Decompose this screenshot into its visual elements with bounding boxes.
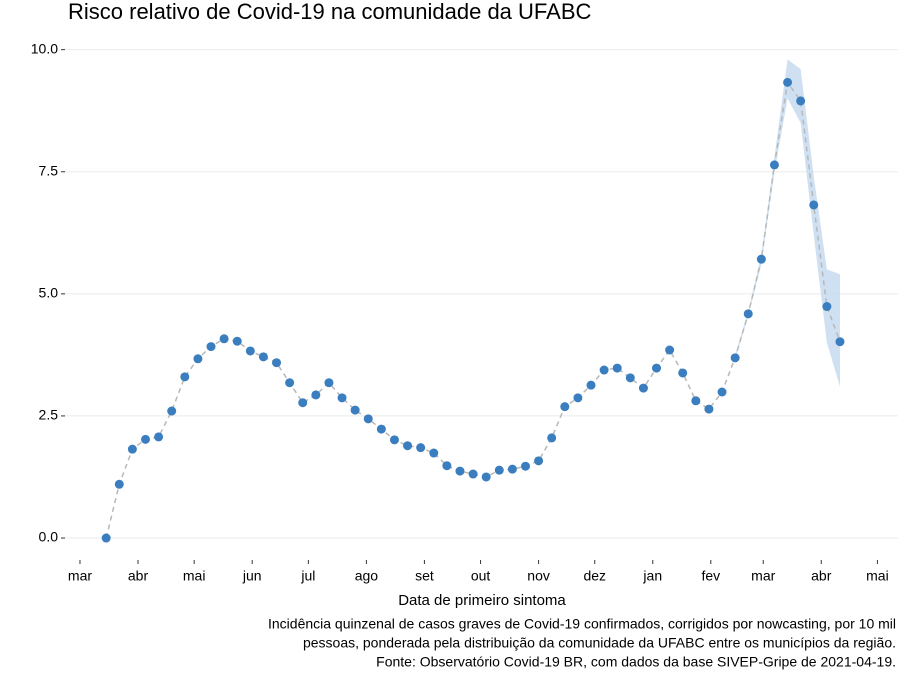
caption-line: Incidência quinzenal de casos graves de … <box>268 616 896 632</box>
data-point <box>363 414 373 424</box>
x-tick-label: out <box>471 568 491 584</box>
x-tick-label: abr <box>128 568 149 584</box>
x-tick-label: abr <box>811 568 832 584</box>
data-point <box>507 464 517 474</box>
data-point <box>468 469 478 479</box>
y-tick-label: 10.0 <box>31 40 58 56</box>
x-tick-label: set <box>415 568 434 584</box>
x-tick-label: jan <box>642 568 662 584</box>
data-point <box>612 363 622 373</box>
data-point <box>114 479 124 489</box>
data-point <box>429 448 439 458</box>
y-tick-label: 2.5 <box>39 407 59 423</box>
data-point <box>206 342 216 352</box>
data-point <box>337 393 347 403</box>
data-point <box>272 358 282 368</box>
data-point <box>547 433 557 443</box>
x-axis-title: Data de primeiro sintoma <box>398 592 566 609</box>
x-tick-label: mai <box>183 568 206 584</box>
x-tick-label: mar <box>68 568 92 584</box>
data-point <box>376 424 386 434</box>
data-point <box>232 336 242 346</box>
x-tick-label: jul <box>300 568 315 584</box>
data-point <box>638 383 648 393</box>
data-point <box>219 334 229 344</box>
data-point <box>481 472 491 482</box>
data-point <box>258 352 268 362</box>
data-point <box>154 432 164 442</box>
data-point <box>324 378 334 388</box>
data-point <box>101 533 111 543</box>
data-point <box>180 372 190 382</box>
data-point <box>678 368 688 378</box>
data-point <box>743 309 753 319</box>
data-point <box>167 406 177 416</box>
y-tick-label: 5.0 <box>39 285 59 301</box>
data-point <box>560 402 570 412</box>
data-point <box>691 396 701 406</box>
data-point <box>625 373 635 383</box>
data-point <box>586 380 596 390</box>
data-point <box>835 337 845 347</box>
data-point <box>717 387 727 397</box>
data-point <box>652 363 662 373</box>
data-point <box>140 434 150 444</box>
x-tick-label: nov <box>527 568 550 584</box>
x-tick-label: fev <box>701 568 720 584</box>
y-tick-label: 0.0 <box>39 529 59 545</box>
data-point <box>769 160 779 170</box>
data-point <box>534 456 544 466</box>
data-point <box>442 461 452 471</box>
data-point <box>455 466 465 476</box>
data-point <box>756 254 766 264</box>
x-tick-label: mar <box>751 568 775 584</box>
data-point <box>730 353 740 363</box>
x-tick-label: ago <box>355 568 379 584</box>
y-tick-label: 7.5 <box>39 162 59 178</box>
data-point <box>783 77 793 87</box>
data-point <box>494 465 504 475</box>
data-point <box>704 404 714 414</box>
data-point <box>822 302 832 312</box>
data-point <box>520 461 530 471</box>
data-point <box>573 393 583 403</box>
trend-line <box>105 80 841 539</box>
data-point <box>599 365 609 375</box>
data-point <box>298 398 308 408</box>
data-point <box>350 405 360 415</box>
chart-title: Risco relativo de Covid-19 na comunidade… <box>68 0 591 24</box>
data-point <box>285 378 295 388</box>
confidence-band <box>735 59 840 387</box>
data-point <box>665 345 675 355</box>
data-point <box>809 200 819 210</box>
caption-line: pessoas, ponderada pela distribuição da … <box>303 635 896 651</box>
x-tick-label: dez <box>583 568 606 584</box>
data-point <box>311 390 321 400</box>
x-tick-label: mai <box>866 568 889 584</box>
caption-line: Fonte: Observatório Covid-19 BR, com dad… <box>376 654 896 670</box>
data-point <box>416 443 426 453</box>
x-tick-label: jun <box>242 568 262 584</box>
data-point <box>193 354 203 364</box>
data-point <box>403 441 413 451</box>
data-point <box>127 444 137 454</box>
data-point <box>245 346 255 356</box>
data-point <box>796 96 806 106</box>
data-point <box>389 435 399 445</box>
